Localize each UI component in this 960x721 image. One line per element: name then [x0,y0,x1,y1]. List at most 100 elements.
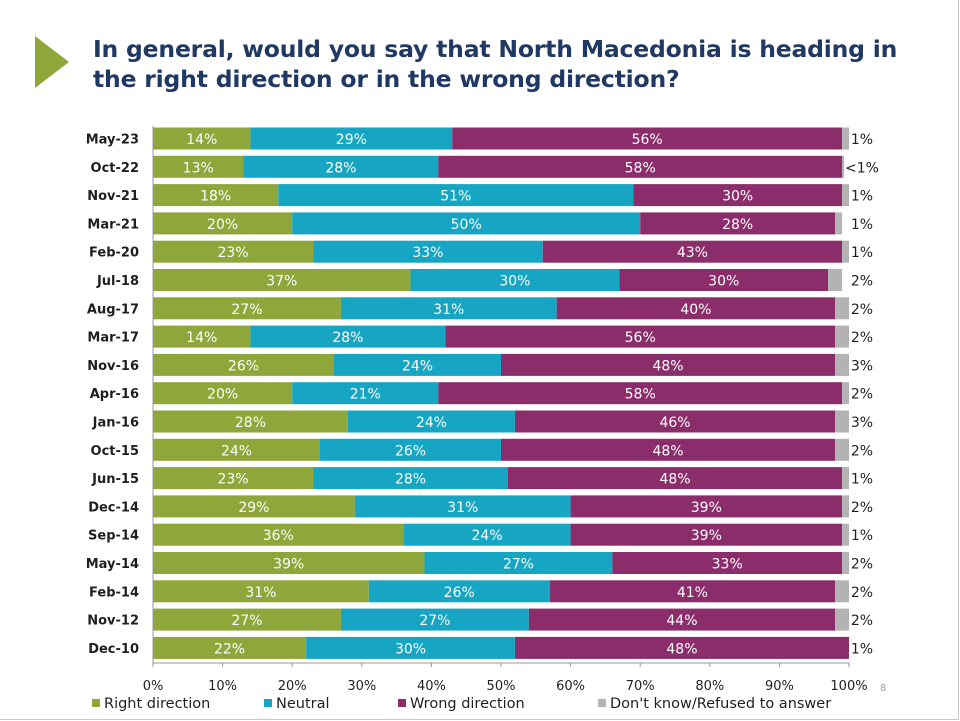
data-label: 14% [186,330,217,346]
data-label: 27% [231,613,262,629]
bar-segment [250,325,446,348]
bar-segment [842,552,849,574]
data-label: 21% [350,387,381,403]
bar-segment [438,382,843,405]
data-label: 3% [851,358,873,374]
data-label: 30% [499,274,530,290]
data-label: 28% [722,217,753,233]
bar-segment [153,269,411,291]
data-label: 26% [395,443,426,459]
bar-segment [340,297,557,320]
category-label: Dec-10 [88,642,139,657]
data-label: 27% [419,613,450,629]
data-label: 24% [472,528,503,544]
legend-swatch [92,699,100,707]
bar-segment [842,382,849,405]
bar-segment [570,523,843,546]
data-label: 1% [851,641,873,657]
bar-segment [835,410,849,433]
bar-segment [835,608,849,631]
bar-segment [292,212,641,235]
data-label: 51% [440,189,471,205]
data-label: 23% [217,245,248,261]
data-label: 33% [712,557,743,573]
data-label: 20% [207,387,238,403]
data-label: 2% [851,302,873,318]
bar-segment [835,297,849,320]
bar-segment [153,127,251,150]
bar-segment [542,240,843,263]
bar-segment [835,325,849,348]
bar-segment [320,438,501,461]
category-label: Oct-15 [91,444,139,459]
data-label: 27% [503,557,534,573]
data-label: 39% [691,528,722,544]
bar-segment [828,269,843,291]
category-label: Sep-14 [88,529,139,544]
bar-segment [292,382,439,405]
bar-segment [347,410,515,433]
x-tick-label: 40% [417,679,446,694]
data-label: 31% [245,585,276,601]
data-label: 2% [851,387,873,403]
category-label: Aug-17 [87,302,139,317]
bar-segment [153,240,314,263]
data-label: 48% [659,472,690,488]
bar-segment [340,608,529,631]
stacked-bar-chart: May-23 14% 29% 56% 1% Oct-22 13% 28% 58% <1% Nov-2… [86,126,879,694]
data-label: 28% [395,472,426,488]
bar-segment [153,184,279,207]
x-tick-label: 50% [487,679,516,694]
data-label: 26% [444,585,475,601]
bar-segment [354,495,571,518]
x-tick-label: 60% [556,679,585,694]
data-label: 2% [851,500,873,516]
data-label: 27% [231,302,262,318]
data-label: 31% [433,302,464,318]
data-label: 40% [680,302,711,318]
bar-segment [153,552,425,574]
data-label: 46% [659,415,690,431]
bar-segment [306,636,515,659]
data-label: 26% [228,358,259,374]
data-label: 48% [666,641,697,657]
category-label: May-14 [86,557,139,572]
bar-segment [612,552,843,574]
legend-item: Don't know/Refused to answer [598,696,831,712]
data-label: 43% [677,245,708,261]
data-label: 24% [416,415,447,431]
data-label: 23% [217,472,248,488]
data-label: 20% [207,217,238,233]
legend-item: Wrong direction [398,696,525,712]
data-label: <1% [845,160,879,176]
data-label: 3% [851,415,873,431]
bar-segment [153,382,293,405]
bar-segment [438,155,843,178]
category-label: Feb-14 [89,585,139,600]
x-tick-label: 70% [626,679,655,694]
data-label: 28% [235,415,266,431]
x-tick-label: 20% [278,679,307,694]
data-label: 22% [214,641,245,657]
bar-segment [633,184,843,207]
category-label: Jun-15 [91,472,139,487]
data-label: 30% [708,274,739,290]
data-label: 58% [625,160,656,176]
data-label: 29% [336,132,367,148]
x-tick-label: 0% [143,679,164,694]
data-label: 30% [722,189,753,205]
bar-segment [842,467,849,490]
data-label: 1% [851,217,873,233]
data-label: 14% [186,132,217,148]
bar-segment [556,297,836,320]
category-label: Apr-16 [90,387,139,402]
category-label: Jan-16 [92,416,139,431]
data-label: 2% [851,330,873,346]
bar-segment [570,495,843,518]
bar-segment [842,240,849,263]
data-label: 28% [332,330,363,346]
data-label: 1% [851,189,873,205]
bar-segment [153,636,307,659]
legend-item: Right direction [92,696,210,712]
